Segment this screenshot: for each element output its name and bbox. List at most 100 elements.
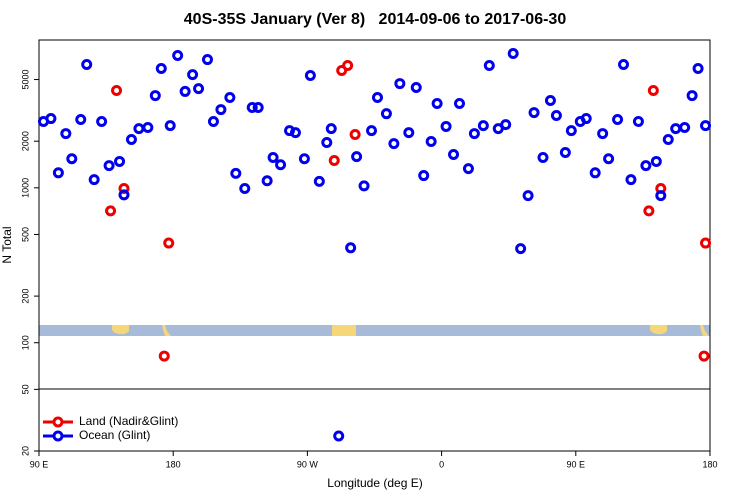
data-point <box>537 151 549 163</box>
data-point <box>252 101 264 113</box>
data-point <box>632 115 644 127</box>
data-point <box>692 63 704 75</box>
data-point <box>275 159 287 171</box>
x-tick-label: 90 E <box>567 459 586 469</box>
land-shape <box>162 325 171 336</box>
data-point <box>700 120 712 132</box>
data-point <box>149 90 161 102</box>
data-point <box>155 63 167 75</box>
data-point <box>662 134 674 146</box>
data-point <box>321 137 333 149</box>
data-point <box>371 91 383 103</box>
data-point <box>700 237 712 249</box>
data-point <box>103 160 115 172</box>
data-point <box>388 138 400 150</box>
data-point <box>544 95 556 107</box>
x-tick-label: 180 <box>166 459 181 469</box>
data-point <box>643 205 655 217</box>
data-point <box>640 160 652 172</box>
data-point <box>239 182 251 194</box>
data-point <box>410 82 422 94</box>
data-point <box>351 151 363 163</box>
data-point <box>45 113 57 125</box>
land-shape <box>332 325 356 336</box>
data-point <box>105 205 117 217</box>
legend-marker <box>52 430 64 442</box>
data-point <box>179 85 191 97</box>
data-point <box>655 190 667 202</box>
data-point <box>118 182 130 194</box>
data-point <box>349 128 361 140</box>
data-point <box>118 189 130 201</box>
data-point <box>565 125 577 137</box>
y-tick-label: 500 <box>20 227 30 242</box>
data-point <box>313 175 325 187</box>
y-tick-label: 2000 <box>20 131 30 151</box>
data-point <box>111 84 123 96</box>
land-shape <box>700 325 709 336</box>
data-point <box>193 83 205 95</box>
data-point <box>500 119 512 131</box>
data-point <box>172 49 184 61</box>
x-axis-label: Longitude (deg E) <box>327 476 422 490</box>
data-point <box>224 91 236 103</box>
data-point <box>650 155 662 167</box>
data-point <box>142 122 154 134</box>
data-point <box>289 127 301 139</box>
y-tick-label: 50 <box>20 384 30 394</box>
data-point <box>261 175 273 187</box>
data-point <box>603 153 615 165</box>
data-point <box>515 243 527 255</box>
x-tick-label: 0 <box>439 459 444 469</box>
legend-label: Land (Nadir&Glint) <box>79 414 178 428</box>
data-point <box>96 115 108 127</box>
data-point <box>125 134 137 146</box>
data-point <box>325 123 337 135</box>
land-shape <box>650 325 667 335</box>
data-point <box>528 107 540 119</box>
data-point <box>201 54 213 66</box>
data-point <box>328 155 340 167</box>
data-point <box>246 101 258 113</box>
data-point <box>230 167 242 179</box>
legend-marker <box>52 416 64 428</box>
y-axis-label: N Total <box>0 226 14 263</box>
data-point <box>612 114 624 126</box>
map-strip <box>39 325 710 336</box>
data-point <box>550 109 562 121</box>
data-point <box>358 180 370 192</box>
data-point <box>158 350 170 362</box>
x-tick-label: 180 <box>702 459 717 469</box>
data-point <box>698 350 710 362</box>
ocean-strip <box>39 325 710 336</box>
data-point <box>462 163 474 175</box>
data-point <box>425 136 437 148</box>
legend-label: Ocean (Glint) <box>79 428 150 442</box>
data-point <box>345 242 357 254</box>
x-tick-label: 90 E <box>30 459 49 469</box>
y-tick-label: 1000 <box>20 178 30 198</box>
data-point <box>114 155 126 167</box>
data-point <box>52 167 64 179</box>
data-point <box>431 98 443 110</box>
data-point <box>304 69 316 81</box>
data-point <box>418 170 430 182</box>
data-point <box>468 128 480 140</box>
data-point <box>380 108 392 120</box>
data-point <box>647 84 659 96</box>
data-point <box>298 153 310 165</box>
data-point <box>679 122 691 134</box>
data-point <box>589 167 601 179</box>
data-point <box>597 128 609 140</box>
data-point <box>88 174 100 186</box>
data-point <box>187 69 199 81</box>
data-point <box>477 120 489 132</box>
data-point <box>207 115 219 127</box>
data-point <box>215 104 227 116</box>
data-point <box>267 151 279 163</box>
data-point <box>60 128 72 140</box>
x-tick-label: 90 W <box>297 459 319 469</box>
chart-title: 40S-35S January (Ver 8) 2014-09-06 to 20… <box>184 11 567 28</box>
